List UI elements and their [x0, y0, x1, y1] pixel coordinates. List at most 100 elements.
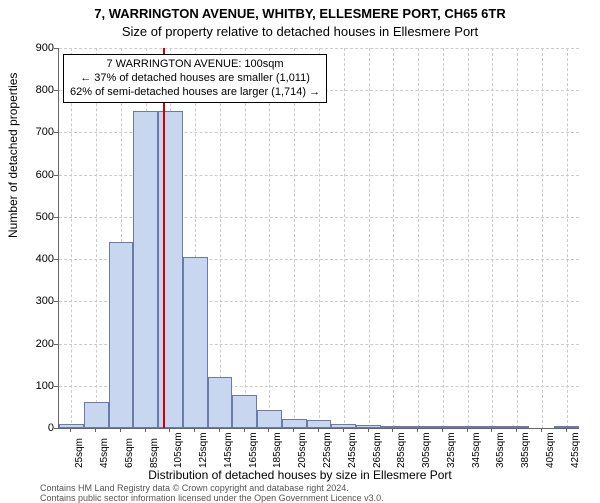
histogram-bar: [133, 111, 158, 428]
histogram-bar: [158, 111, 183, 428]
footer-line-2: Contains public sector information licen…: [40, 493, 384, 503]
x-tick-label: 385sqm: [520, 432, 531, 468]
x-tick-label: 265sqm: [372, 432, 383, 468]
y-tick-mark: [54, 175, 58, 176]
annotation-box: 7 WARRINGTON AVENUE: 100sqm ← 37% of det…: [63, 54, 327, 103]
histogram-bar: [430, 426, 455, 428]
x-tick-mark: [541, 428, 542, 432]
y-tick-mark: [54, 90, 58, 91]
y-tick-label: 700: [14, 126, 54, 138]
property-marker-line: [163, 48, 165, 428]
y-tick-mark: [54, 132, 58, 133]
annotation-line-2: ← 37% of detached houses are smaller (1,…: [70, 72, 320, 86]
gridline-vertical: [468, 48, 469, 428]
annotation-line-3: 62% of semi-detached houses are larger (…: [70, 86, 320, 100]
y-tick-mark: [54, 259, 58, 260]
plot-area: 7 WARRINGTON AVENUE: 100sqm ← 37% of det…: [58, 48, 579, 429]
histogram-bar: [331, 424, 356, 428]
histogram-bar: [257, 410, 282, 428]
x-tick-label: 165sqm: [248, 432, 259, 468]
x-tick-mark: [516, 428, 517, 432]
x-tick-mark: [194, 428, 195, 432]
x-tick-mark: [491, 428, 492, 432]
x-tick-mark: [293, 428, 294, 432]
gridline-vertical: [245, 48, 246, 428]
x-tick-label: 105sqm: [173, 432, 184, 468]
x-tick-mark: [268, 428, 269, 432]
annotation-line-1: 7 WARRINGTON AVENUE: 100sqm: [70, 58, 320, 72]
x-tick-label: 345sqm: [471, 432, 482, 468]
x-tick-label: 405sqm: [545, 432, 556, 468]
histogram-bar: [183, 257, 208, 428]
histogram-bar: [59, 424, 84, 428]
x-tick-mark: [169, 428, 170, 432]
y-tick-label: 900: [14, 42, 54, 54]
y-tick-mark: [54, 301, 58, 302]
y-tick-mark: [54, 344, 58, 345]
y-tick-mark: [54, 48, 58, 49]
x-tick-mark: [219, 428, 220, 432]
gridline-vertical: [220, 48, 221, 428]
gridline-vertical: [492, 48, 493, 428]
histogram-bar: [232, 395, 257, 428]
footer-licence: Contains public sector information licen…: [40, 493, 384, 503]
x-tick-label: 205sqm: [297, 432, 308, 468]
histogram-bar: [455, 426, 480, 428]
histogram-bar: [109, 242, 134, 428]
chart-container: 7, WARRINGTON AVENUE, WHITBY, ELLESMERE …: [0, 0, 600, 500]
footer-attribution: Contains HM Land Registry data © Crown c…: [40, 483, 349, 493]
gridline-vertical: [418, 48, 419, 428]
gridline-vertical: [344, 48, 345, 428]
x-tick-label: 145sqm: [223, 432, 234, 468]
gridline-vertical: [393, 48, 394, 428]
x-tick-label: 325sqm: [446, 432, 457, 468]
x-tick-mark: [417, 428, 418, 432]
x-tick-mark: [120, 428, 121, 432]
gridline-vertical: [542, 48, 543, 428]
histogram-bar: [208, 377, 233, 428]
gridline-vertical: [269, 48, 270, 428]
chart-title-address: 7, WARRINGTON AVENUE, WHITBY, ELLESMERE …: [0, 6, 600, 21]
x-tick-label: 185sqm: [272, 432, 283, 468]
x-tick-label: 285sqm: [396, 432, 407, 468]
gridline-vertical: [319, 48, 320, 428]
gridline-vertical: [71, 48, 72, 428]
gridline-vertical: [443, 48, 444, 428]
x-tick-mark: [70, 428, 71, 432]
y-tick-label: 800: [14, 84, 54, 96]
histogram-bar: [554, 426, 579, 428]
histogram-bar: [84, 402, 109, 428]
x-tick-label: 425sqm: [570, 432, 581, 468]
y-tick-mark: [54, 386, 58, 387]
gridline-vertical: [96, 48, 97, 428]
x-tick-mark: [467, 428, 468, 432]
x-tick-label: 125sqm: [198, 432, 209, 468]
y-tick-label: 200: [14, 338, 54, 350]
x-tick-label: 305sqm: [421, 432, 432, 468]
x-tick-mark: [392, 428, 393, 432]
y-tick-label: 400: [14, 253, 54, 265]
y-tick-mark: [54, 428, 58, 429]
x-tick-label: 225sqm: [322, 432, 333, 468]
histogram-bar: [307, 420, 332, 428]
gridline-vertical: [369, 48, 370, 428]
x-tick-label: 85sqm: [149, 438, 160, 468]
x-tick-mark: [368, 428, 369, 432]
x-tick-label: 25sqm: [74, 438, 85, 468]
x-tick-label: 365sqm: [495, 432, 506, 468]
x-tick-mark: [318, 428, 319, 432]
x-tick-label: 245sqm: [347, 432, 358, 468]
chart-title-subtitle: Size of property relative to detached ho…: [0, 24, 600, 39]
x-tick-mark: [343, 428, 344, 432]
x-tick-label: 45sqm: [99, 438, 110, 468]
x-tick-mark: [145, 428, 146, 432]
x-tick-label: 65sqm: [124, 438, 135, 468]
histogram-bar: [356, 425, 381, 428]
x-tick-mark: [244, 428, 245, 432]
y-tick-label: 0: [14, 422, 54, 434]
histogram-bar: [282, 419, 307, 428]
y-tick-label: 600: [14, 169, 54, 181]
x-tick-mark: [95, 428, 96, 432]
x-tick-mark: [566, 428, 567, 432]
x-axis-label: Distribution of detached houses by size …: [0, 468, 600, 482]
